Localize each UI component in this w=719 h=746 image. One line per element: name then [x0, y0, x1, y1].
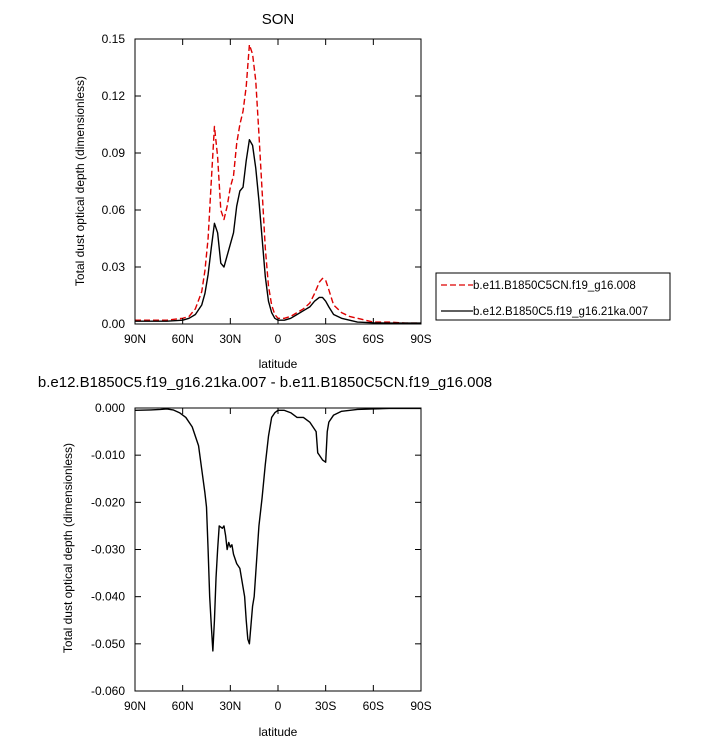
chart-title-bottom: b.e12.B1850C5.f19_g16.21ka.007 - b.e11.B…: [38, 374, 492, 391]
x-tick-label-bottom: 90S: [410, 699, 431, 713]
legend: b.e11.B1850C5CN.f19_g16.008 b.e12.B1850C…: [435, 272, 671, 321]
y-tick-label-bottom: -0.010: [91, 448, 125, 462]
y-tick-label-bottom: -0.060: [91, 684, 125, 698]
plot-frame-bottom: [134, 407, 422, 692]
panel-top: SON latitude Total dust optical depth (d…: [73, 11, 671, 371]
x-tick-label-top: 30N: [219, 332, 241, 346]
x-tick-label-bottom: 30S: [315, 699, 336, 713]
y-axis-label-top: Total dust optical depth (dimensionless): [73, 76, 87, 286]
y-tick-label-top: 0.06: [102, 203, 126, 217]
legend-box: [435, 272, 671, 321]
y-tick-label-top: 0.12: [102, 89, 126, 103]
x-tick-label-bottom: 30N: [219, 699, 241, 713]
x-axis-label-bottom: latitude: [259, 725, 298, 739]
x-tick-label-top: 60S: [363, 332, 384, 346]
y-tick-label-bottom: 0.000: [95, 401, 125, 415]
legend-label-black: b.e12.B1850C5.f19_g16.21ka.007: [473, 306, 648, 318]
y-tick-label-top: 0.03: [102, 260, 126, 274]
panel-bottom: b.e12.B1850C5.f19_g16.21ka.007 - b.e11.B…: [38, 374, 492, 739]
y-tick-label-bottom: -0.030: [91, 543, 125, 557]
y-axis-label-bottom: Total dust optical depth (dimensionless): [61, 443, 75, 653]
x-axis-label-top: latitude: [259, 357, 298, 371]
series-line-top-1: [135, 139, 421, 324]
x-tick-label-top: 30S: [315, 332, 336, 346]
x-tick-label-bottom: 90N: [124, 699, 146, 713]
x-tick-label-top: 60N: [172, 332, 194, 346]
x-tick-label-top: 0: [275, 332, 282, 346]
plot-frame-top: [134, 38, 422, 325]
y-tick-label-bottom: -0.040: [91, 590, 125, 604]
x-tick-label-top: 90N: [124, 332, 146, 346]
y-tick-label-top: 0.15: [102, 32, 126, 46]
y-tick-label-top: 0.09: [102, 146, 126, 160]
y-tick-label-bottom: -0.050: [91, 637, 125, 651]
x-tick-label-top: 90S: [410, 332, 431, 346]
series-line-bottom-0: [134, 407, 421, 652]
chart-title-top: SON: [262, 11, 295, 28]
x-tick-label-bottom: 60N: [172, 699, 194, 713]
x-tick-label-bottom: 60S: [363, 699, 384, 713]
y-tick-label-top: 0.00: [102, 317, 126, 331]
x-tick-label-bottom: 0: [275, 699, 282, 713]
legend-label-red: b.e11.B1850C5CN.f19_g16.008: [473, 280, 636, 292]
series-line-top-0: [135, 44, 421, 324]
y-tick-label-bottom: -0.020: [91, 495, 125, 509]
